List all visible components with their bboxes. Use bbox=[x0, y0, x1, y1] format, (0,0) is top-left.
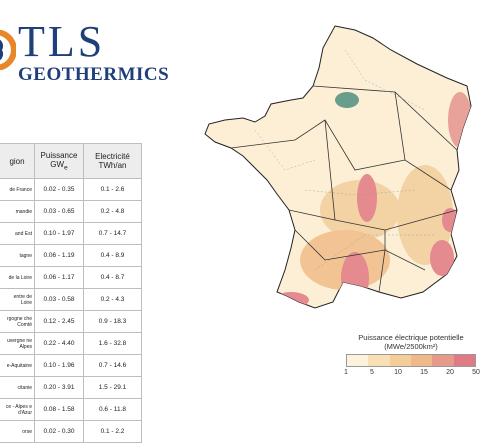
department-borders bbox=[254, 49, 435, 271]
legend: Puissance électrique potentielle (MWe/25… bbox=[344, 333, 480, 377]
power-cell: 0.03 - 0.65 bbox=[34, 200, 84, 223]
legend-color-swatch bbox=[432, 355, 454, 366]
legend-unit: (MWe/2500km²) bbox=[384, 342, 438, 351]
region-name-cell: entre de Loire bbox=[0, 288, 35, 311]
region-border bbox=[230, 119, 452, 191]
legend-color-swatch bbox=[410, 355, 433, 366]
table-header-row: gion Puissance GWe Electricité TWh/an bbox=[0, 143, 142, 179]
electricity-cell: 0.2 - 4.3 bbox=[83, 288, 142, 311]
region-name-cell: citanie bbox=[0, 376, 35, 399]
table-row: entre de Loire 0.03 - 0.58 0.2 - 4.3 bbox=[0, 288, 142, 311]
logo-globe-icon bbox=[0, 30, 16, 70]
power-cell: 0.10 - 1.96 bbox=[34, 354, 84, 377]
legend-tick-label: 50 bbox=[472, 369, 480, 376]
region-name-cell: orse bbox=[0, 420, 35, 443]
table-row: de la Loire 0.06 - 1.17 0.4 - 8.7 bbox=[0, 266, 142, 289]
legend-ticks: 1 5 10 15 20 50 bbox=[344, 367, 480, 377]
region-border bbox=[294, 229, 426, 271]
region-name-cell: uvergne ne Alpes bbox=[0, 332, 35, 355]
region-name-cell: and Est bbox=[0, 222, 35, 245]
electricity-cell: 1.5 - 29.1 bbox=[83, 376, 142, 399]
power-cell: 0.22 - 4.40 bbox=[34, 332, 84, 355]
heat-zone-roussillon bbox=[341, 252, 369, 304]
table-row: ce - Alpes e d'Azur 0.08 - 1.58 0.6 - 11.8 bbox=[0, 398, 142, 421]
france-map bbox=[204, 25, 472, 309]
power-cell: 0.08 - 1.58 bbox=[34, 398, 84, 421]
table-row: and Est 0.10 - 1.97 0.7 - 14.7 bbox=[0, 222, 142, 245]
region-border bbox=[378, 230, 386, 293]
logo-tls-text: TLS bbox=[18, 17, 106, 66]
legend-tick-label: 15 bbox=[420, 369, 428, 376]
legend-color-swatch bbox=[368, 355, 390, 366]
heat-zone-alps bbox=[397, 165, 453, 265]
power-cell: 0.10 - 1.97 bbox=[34, 222, 84, 245]
electricity-cell: 0.1 - 2.6 bbox=[83, 178, 142, 201]
header-electricity: Electricité TWh/an bbox=[83, 143, 142, 179]
legend-tick-label: 1 bbox=[344, 369, 348, 376]
heat-zone-paris bbox=[335, 92, 359, 108]
table-row: e-Aquitaine 0.10 - 1.96 0.7 - 14.6 bbox=[0, 354, 142, 377]
electricity-cell: 0.7 - 14.6 bbox=[83, 354, 142, 377]
legend-color-swatch bbox=[347, 355, 369, 366]
electricity-cell: 1.6 - 32.8 bbox=[83, 332, 142, 355]
header-power: Puissance GWe bbox=[34, 143, 84, 179]
region-border bbox=[394, 91, 406, 161]
power-cell: 0.20 - 3.91 bbox=[34, 376, 84, 399]
electricity-cell: 0.6 - 11.8 bbox=[83, 398, 142, 421]
table-row: uvergne ne Alpes 0.22 - 4.40 1.6 - 32.8 bbox=[0, 332, 142, 355]
region-border bbox=[324, 119, 336, 221]
power-cell: 0.02 - 0.35 bbox=[34, 178, 84, 201]
legend-title: Puissance électrique potentielle bbox=[358, 333, 464, 342]
table-row: orse 0.02 - 0.30 0.1 - 2.2 bbox=[0, 420, 142, 443]
regions-table: gion Puissance GWe Electricité TWh/an de F… bbox=[0, 143, 142, 443]
legend-tick-label: 20 bbox=[446, 369, 454, 376]
heat-zone-limagne bbox=[357, 174, 377, 222]
tls-logo: TLS GEOTHERMICS bbox=[0, 17, 170, 92]
table-row: rgogne che Comté 0.12 - 2.45 0.9 - 18.3 bbox=[0, 310, 142, 333]
logo-subtitle: GEOTHERMICS bbox=[18, 64, 170, 85]
table-row: mandie 0.03 - 0.65 0.2 - 4.8 bbox=[0, 200, 142, 223]
power-cell: 0.06 - 1.17 bbox=[34, 266, 84, 289]
power-cell: 0.03 - 0.58 bbox=[34, 288, 84, 311]
region-name-cell: de France bbox=[0, 178, 35, 201]
power-cell: 0.12 - 2.45 bbox=[34, 310, 84, 333]
power-cell: 0.06 - 1.19 bbox=[34, 244, 84, 267]
region-name-cell: de la Loire bbox=[0, 266, 35, 289]
power-cell: 0.02 - 0.30 bbox=[34, 420, 84, 443]
region-border bbox=[288, 209, 458, 231]
legend-tick-label: 5 bbox=[370, 369, 374, 376]
table-row: tagne 0.06 - 1.19 0.4 - 8.9 bbox=[0, 244, 142, 267]
region-name-cell: rgogne che Comté bbox=[0, 310, 35, 333]
region-name-cell: tagne bbox=[0, 244, 35, 267]
electricity-cell: 0.7 - 14.7 bbox=[83, 222, 142, 245]
header-region: gion bbox=[0, 143, 35, 179]
region-name-cell: mandie bbox=[0, 200, 35, 223]
legend-color-swatch bbox=[453, 355, 475, 366]
heat-zone-pyrenees bbox=[273, 292, 309, 308]
electricity-cell: 0.4 - 8.7 bbox=[83, 266, 142, 289]
electricity-cell: 0.4 - 8.9 bbox=[83, 244, 142, 267]
electricity-cell: 0.1 - 2.2 bbox=[83, 420, 142, 443]
region-name-cell: ce - Alpes e d'Azur bbox=[0, 398, 35, 421]
heat-zone-provence bbox=[430, 240, 454, 276]
legend-colorbar bbox=[346, 354, 476, 367]
table-row: de France 0.02 - 0.35 0.1 - 2.6 bbox=[0, 178, 142, 201]
electricity-cell: 0.9 - 18.3 bbox=[83, 310, 142, 333]
legend-tick-label: 10 bbox=[394, 369, 402, 376]
legend-color-swatch bbox=[389, 355, 411, 366]
region-name-cell: e-Aquitaine bbox=[0, 354, 35, 377]
table-row: citanie 0.20 - 3.91 1.5 - 29.1 bbox=[0, 376, 142, 399]
electricity-cell: 0.2 - 4.8 bbox=[83, 200, 142, 223]
